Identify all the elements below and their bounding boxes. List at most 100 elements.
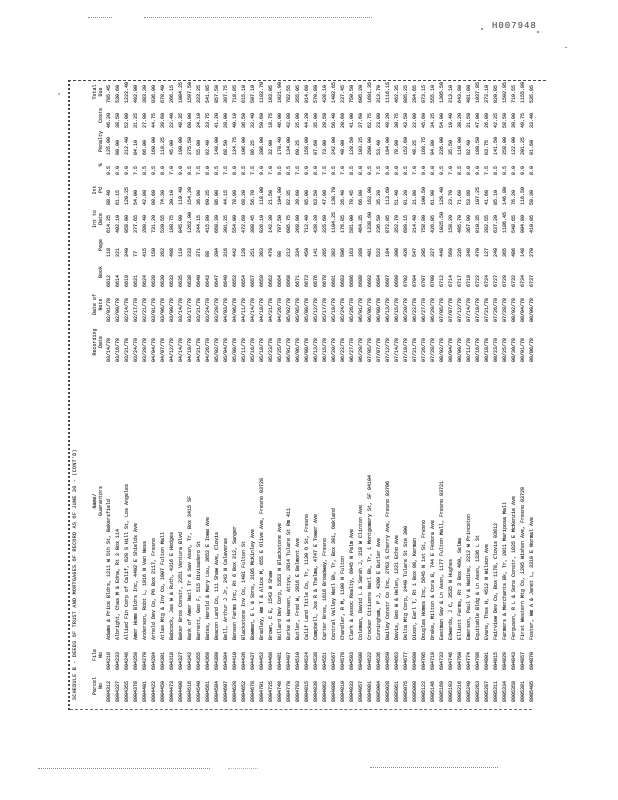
table-cell: 6671: [295, 274, 301, 287]
table-cell: 731.20: [151, 214, 157, 233]
table-cell: 129: [241, 247, 247, 257]
table-cell: 8904473: [169, 680, 175, 702]
table-cell: 03/24/78: [205, 297, 211, 322]
table-cell: 8905405: [529, 680, 535, 702]
table-cell: Blackstone Inv Co, 1401 Fulton St: [241, 540, 247, 640]
table-cell: 8904815: [304, 680, 310, 702]
table-cell: 97.60: [313, 139, 319, 155]
table-row: 8905240 604774 Emerson, Paul V & Nadine, 2…: [465, 81, 474, 702]
table-row: 8905381 604857 First Western Mtg Co, 1295 …: [519, 81, 528, 702]
table-row: 8905098 604690 Dixon, Earl T, Rt 1 Box 98,…: [411, 81, 420, 702]
table-cell: 637.20: [493, 214, 499, 233]
table-cell: 382: [331, 247, 337, 257]
table-cell: 148: [520, 247, 526, 257]
table-cell: 604567: [331, 651, 337, 670]
table-cell: 206.00: [259, 136, 265, 155]
table-cell: 438.20: [313, 214, 319, 233]
table-cell: 40.00: [340, 139, 346, 155]
rotated-table-area: SCHEDULE B - DEEDS OF TRUST AND MORTGAGE…: [68, 80, 546, 710]
table-cell: 604815: [493, 651, 499, 670]
table-cell: 61.90: [430, 189, 436, 205]
table-cell: 86.00: [214, 189, 220, 205]
table-cell: 1597.50: [187, 81, 193, 103]
table-cell: Carter Bros, 1616 Broadway, Fresno: [322, 537, 328, 640]
table-cell: 1338.60: [367, 211, 373, 233]
table-cell: 06/08/78: [376, 297, 382, 322]
table-cell: 8904725: [268, 680, 274, 702]
table-cell: 212.40: [124, 136, 130, 155]
table-cell: 91.60: [529, 139, 535, 155]
table-cell: 02/01/78: [106, 297, 112, 322]
table-cell: 325.60: [322, 214, 328, 233]
table-row: 8905169 604733 Eastman Sav & Ln Assn, 1177…: [438, 81, 447, 702]
table-cell: 05/02/78: [214, 337, 220, 362]
table-cell: 62.75: [367, 112, 373, 128]
table-row: 8905334 604829 Farmers & Merchants Bk, Tr,…: [501, 81, 510, 702]
table-cell: 154.20: [187, 186, 193, 205]
table-row: 8905122 604705 Douglas Homes Inc, 5645 N 1…: [420, 81, 429, 702]
table-cell: 04/26/78: [277, 297, 283, 322]
table-cell: 604774: [466, 651, 472, 670]
table-cell: 07/28/78: [502, 297, 508, 322]
table-cell: 05/11/78: [241, 337, 247, 362]
table-cell: Farmers & Merchants Bk, Tr, 2011 Maripos…: [502, 501, 508, 640]
table-cell: 8.0: [205, 165, 211, 175]
table-cell: 555.10: [430, 84, 436, 103]
table-cell: 6619: [124, 274, 130, 287]
table-cell: 668.30: [214, 214, 220, 233]
column-header: Penalty: [98, 131, 104, 153]
table-cell: 9.5: [367, 165, 373, 175]
table-cell: 110.00: [457, 136, 463, 155]
table-row: 8904607 604394 Bell, Arthur J Jr, 242 N Ca…: [222, 81, 231, 702]
table-cell: 6624: [142, 274, 148, 287]
table-cell: 885.25: [403, 84, 409, 103]
table-cell: 334: [295, 247, 301, 257]
table-cell: 604788: [475, 651, 481, 670]
table-cell: 158.00: [304, 136, 310, 155]
table-cell: 125.00: [106, 136, 112, 155]
table-cell: 530.60: [115, 84, 121, 103]
column-header: Parcel No: [92, 677, 104, 696]
table-cell: 68.50: [223, 139, 229, 155]
table-cell: 213.10: [448, 84, 454, 103]
table-cell: 604342: [187, 651, 193, 670]
table-cell: 107.25: [475, 186, 481, 205]
table-cell: 604760: [457, 651, 463, 670]
table-cell: 118.00: [259, 186, 265, 205]
table-row: 8904327 604233 Albright, Chas M & Edna, Rt…: [114, 81, 123, 702]
table-cell: 118.25: [160, 136, 166, 155]
table-cell: 8904561: [205, 680, 211, 702]
table-cell: 60.25: [205, 189, 211, 205]
table-cell: Bullard Dev Corp, 5353 N Blackstone Ave: [277, 522, 283, 640]
table-cell: 05/19/78: [331, 297, 337, 322]
table-cell: 22.40: [169, 112, 175, 128]
table-cell: 38.20: [457, 112, 463, 128]
table-cell: 8.0: [232, 165, 238, 175]
table-cell: 119: [178, 247, 184, 257]
table-row: 8905193 604746 Edwards, J C, 3535 N Hughes…: [447, 81, 456, 702]
table-cell: 7.5: [223, 165, 229, 175]
table-cell: 47.00: [475, 112, 481, 128]
table-cell: 23.80: [376, 112, 382, 128]
table-cell: 782.55: [286, 84, 292, 103]
table-cell: 643.90: [457, 84, 463, 103]
table-cell: Baker Bros Constr, 2251 Ventura Blvd: [178, 531, 184, 640]
table-cell: 6717: [457, 274, 463, 287]
table-cell: 61.15: [115, 189, 121, 205]
table-cell: 6647: [214, 274, 220, 287]
table-cell: 242.00: [331, 136, 337, 155]
table-cell: 462.35: [394, 84, 400, 103]
table-cell: 128.50: [349, 136, 355, 155]
table-cell: 9.5: [106, 165, 112, 175]
table-cell: 6673: [304, 274, 310, 287]
table-cell: 26.40: [340, 189, 346, 205]
table-cell: 88.40: [106, 189, 112, 205]
scan-artifact-line: [370, 767, 498, 768]
table-cell: 1116.15: [385, 81, 391, 103]
table-cell: 06/01/78: [286, 337, 292, 362]
table-cell: Fairview Dev Co, Box 1178, Clovis 93612: [493, 522, 499, 640]
table-cell: 22.00: [412, 112, 418, 128]
table-cell: 6688: [358, 274, 364, 287]
table-cell: 9.5: [502, 165, 508, 175]
